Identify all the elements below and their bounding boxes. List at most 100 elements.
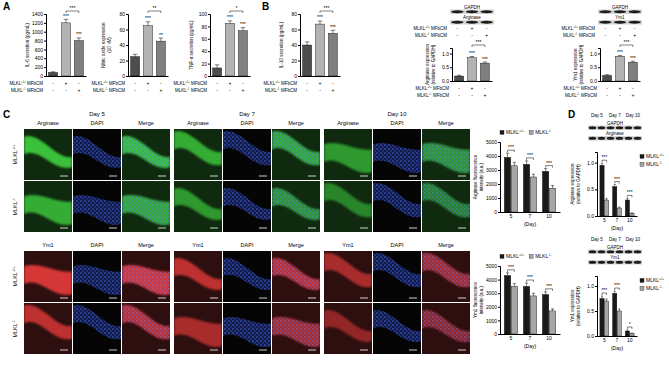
condition-label: MLKL-/- MFbCM (93, 87, 125, 93)
annotations: *********MLKL+/+ MFbCM-+-MLKL-/- MFbCM--… (563, 39, 635, 98)
y-axis-title: (relative to GAPDH) (576, 286, 581, 326)
row-label: MLKL+/+ (12, 144, 18, 165)
y-tick-label: 4000 (486, 277, 497, 283)
bracket (615, 288, 620, 290)
blot-membrane (450, 10, 494, 15)
superscript: +/+ (12, 144, 16, 150)
blot-band (598, 250, 606, 253)
micrograph (174, 181, 222, 232)
condition-mark: - (456, 32, 458, 38)
condition-mark: - (147, 87, 149, 93)
text-part: MLKL (91, 81, 103, 86)
western-blot: Day 5Day 7Day 10GAPDHYm1 (588, 237, 642, 265)
text-part: MFbCM (280, 81, 298, 86)
y-tick-label: 0 (294, 73, 297, 79)
y-tick-label: 0 (494, 331, 497, 337)
y-tick: 5000 (486, 263, 500, 269)
x-tick: 5 (510, 212, 513, 219)
legend: MLKL+/+MLKL-/- (500, 129, 552, 135)
marks (600, 163, 634, 216)
scale-bar (60, 350, 68, 351)
bar (131, 57, 140, 76)
error-bar (241, 28, 246, 31)
x-tick: 7 (616, 336, 619, 343)
lane-label: Day 10 (626, 113, 641, 118)
western-blot: GAPDHArginaseMLKL+/+ MFbCM-+-MLKL-/- MFb… (413, 5, 494, 38)
y-tick-label: 0 (494, 209, 497, 215)
y-tick-label: 1200 (32, 20, 43, 26)
dapi-signal (223, 258, 271, 290)
tissue-signal (174, 188, 222, 220)
chart: 0.00.51.05710*********MLKL+/+MLKL-/-(Day… (570, 153, 664, 232)
y-tick-mark (298, 61, 300, 62)
scale-bar (210, 228, 218, 229)
scale-bar (60, 228, 68, 229)
scale-bar (360, 350, 368, 351)
y-tick-label: 0.5 (587, 308, 594, 314)
y-tick-mark (498, 184, 500, 185)
error-bar (605, 74, 610, 76)
x-axis-title: (Day) (611, 225, 624, 231)
micrograph-background (73, 251, 121, 302)
scale-bar (409, 298, 417, 299)
legend-swatch (640, 162, 644, 166)
bracket (627, 327, 632, 329)
dapi-signal (73, 136, 121, 168)
nuclei-signal (272, 258, 320, 290)
legend-label: MLKL+/+ (646, 153, 664, 159)
y-tick-label: 1.0 (442, 51, 449, 57)
bar (617, 208, 621, 216)
bracket-label: *** (476, 39, 482, 45)
y-tick-mark (126, 30, 128, 31)
micrograph-background (422, 303, 470, 354)
micrograph (373, 181, 421, 232)
tissue-signal (122, 265, 170, 295)
micrograph-background (422, 251, 470, 302)
condition-mark: - (606, 85, 608, 91)
scale-bar (109, 298, 117, 299)
bar (480, 63, 489, 81)
legend: MLKL+/+MLKL-/- (640, 153, 664, 167)
chart: 0.00.51.05710*******MLKL+/+MLKL-/-(Day)Y… (570, 277, 664, 352)
micrograph-background (174, 251, 222, 302)
text-part: MLKL (11, 88, 23, 93)
bracket-label: *** (614, 176, 620, 182)
chart: 0200400600800100012001400*********MLKL+/… (9, 5, 86, 93)
y-axis: 0.00.51.0 (442, 49, 452, 85)
nuclei-signal (422, 310, 470, 342)
y-tick-label: 400 (35, 55, 44, 61)
micrograph-background (73, 303, 121, 354)
error-bar (606, 198, 608, 200)
tissue-signal (24, 136, 72, 168)
condition-mark: - (619, 32, 621, 38)
condition-mark: + (331, 87, 334, 93)
error-bar (228, 21, 233, 23)
y-tick-mark (498, 280, 500, 281)
blot-band (625, 126, 633, 129)
condition-mark: + (77, 87, 80, 93)
band-label: Ym1 (610, 255, 620, 260)
row-label: MLKL+/+ (12, 266, 18, 287)
bar (315, 24, 324, 76)
y-tick-label: 0.5 (590, 64, 597, 70)
bar (328, 33, 337, 76)
y-tick-mark (44, 41, 46, 42)
blot-band (616, 137, 624, 140)
background-signal (24, 303, 72, 354)
y-tick-mark (595, 286, 597, 287)
x-tick: 5 (603, 216, 606, 223)
y-tick: 0.5 (590, 64, 600, 70)
background-signal (324, 181, 372, 232)
y-tick: 1.0 (587, 160, 597, 166)
significance-label: *** (330, 24, 336, 30)
condition-mark: + (159, 87, 162, 93)
y-axis-line (450, 49, 453, 82)
y-tick: 0.5 (587, 308, 597, 314)
y-tick-label: 1.0 (590, 51, 597, 57)
y-tick: 80 (119, 11, 128, 17)
background-signal (272, 303, 320, 354)
error-bar (614, 185, 616, 187)
x-tick-label: 10 (546, 213, 552, 219)
background-signal (422, 181, 470, 232)
background-signal (24, 251, 72, 302)
